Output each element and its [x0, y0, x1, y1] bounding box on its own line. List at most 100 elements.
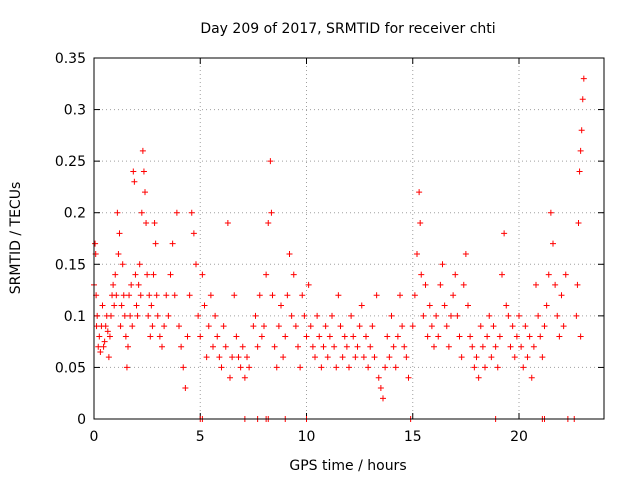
data-point: [288, 312, 295, 319]
data-point: [550, 240, 556, 247]
data-point: [182, 385, 189, 392]
data-point: [267, 158, 274, 165]
data-point: [216, 354, 223, 361]
data-point: [399, 323, 406, 330]
data-point: [499, 271, 505, 278]
data-point: [530, 343, 537, 350]
data-point: [322, 323, 329, 330]
data-point: [403, 354, 410, 361]
data-point: [92, 240, 99, 247]
data-point: [271, 343, 278, 350]
data-point: [261, 323, 267, 330]
data-point: [535, 312, 542, 319]
data-point: [143, 220, 150, 227]
data-point: [324, 354, 331, 361]
data-point: [388, 312, 395, 319]
data-point: [426, 302, 433, 309]
data-point: [250, 323, 257, 330]
y-tick-label: 0: [77, 412, 86, 428]
data-point: [492, 343, 499, 350]
data-point: [520, 364, 527, 371]
data-point: [401, 343, 408, 350]
data-point: [138, 209, 145, 216]
data-point: [231, 292, 238, 299]
y-tick-label: 0.05: [55, 360, 86, 376]
data-point: [560, 323, 567, 330]
data-point: [335, 292, 342, 299]
data-point: [307, 323, 314, 330]
x-tick-label: 20: [510, 429, 528, 445]
data-point: [309, 343, 316, 350]
data-point: [193, 261, 199, 268]
data-point: [246, 364, 253, 371]
data-point: [113, 292, 120, 299]
data-point: [299, 292, 306, 299]
data-point: [303, 333, 310, 340]
data-point: [102, 323, 109, 330]
data-point: [416, 189, 423, 196]
data-point: [169, 240, 176, 247]
data-point: [135, 281, 142, 288]
data-point: [258, 333, 265, 340]
data-point: [256, 292, 263, 299]
data-point: [199, 271, 206, 278]
data-point: [513, 333, 520, 340]
data-point: [484, 333, 491, 340]
data-point: [176, 323, 182, 330]
data-point: [433, 312, 440, 319]
data-point: [142, 189, 148, 196]
data-point: [126, 292, 133, 299]
data-point: [473, 354, 480, 361]
data-point: [501, 230, 508, 237]
data-point: [148, 302, 155, 309]
data-point: [125, 343, 131, 350]
data-point: [214, 333, 221, 340]
data-point: [562, 271, 569, 278]
data-point: [280, 354, 287, 361]
data-point: [190, 230, 197, 237]
data-point: [108, 312, 114, 319]
data-points: [91, 75, 587, 422]
data-point: [224, 220, 231, 227]
data-point: [201, 302, 208, 309]
data-point: [263, 271, 270, 278]
data-point: [547, 209, 554, 216]
data-point: [331, 343, 338, 350]
data-point: [101, 338, 108, 345]
data-point: [343, 343, 350, 350]
data-point: [369, 323, 376, 330]
data-point: [337, 323, 344, 330]
data-point: [269, 292, 276, 299]
x-tick-label: 15: [404, 429, 422, 445]
data-point: [106, 333, 113, 340]
data-point: [556, 333, 563, 340]
data-point: [350, 333, 357, 340]
data-point: [518, 343, 525, 350]
data-point: [494, 364, 501, 371]
data-point: [509, 323, 516, 330]
data-point: [431, 343, 437, 350]
data-point: [235, 354, 242, 361]
data-point: [136, 261, 143, 268]
data-point: [580, 75, 587, 82]
data-point: [424, 333, 431, 340]
data-point: [326, 333, 333, 340]
data-point: [132, 271, 139, 278]
data-point: [165, 312, 172, 319]
data-point: [405, 374, 412, 381]
data-point: [435, 333, 442, 340]
data-point: [127, 312, 134, 319]
data-point: [278, 302, 284, 309]
data-point: [212, 312, 219, 319]
data-point: [116, 230, 123, 237]
data-point: [418, 271, 425, 278]
y-tick-label: 0.35: [55, 51, 86, 67]
data-point: [284, 292, 291, 299]
data-point: [458, 354, 465, 361]
data-point: [475, 374, 482, 381]
data-point: [545, 271, 552, 278]
data-point: [573, 312, 580, 319]
data-point: [465, 302, 471, 309]
data-point: [577, 333, 584, 340]
data-point: [105, 354, 112, 361]
